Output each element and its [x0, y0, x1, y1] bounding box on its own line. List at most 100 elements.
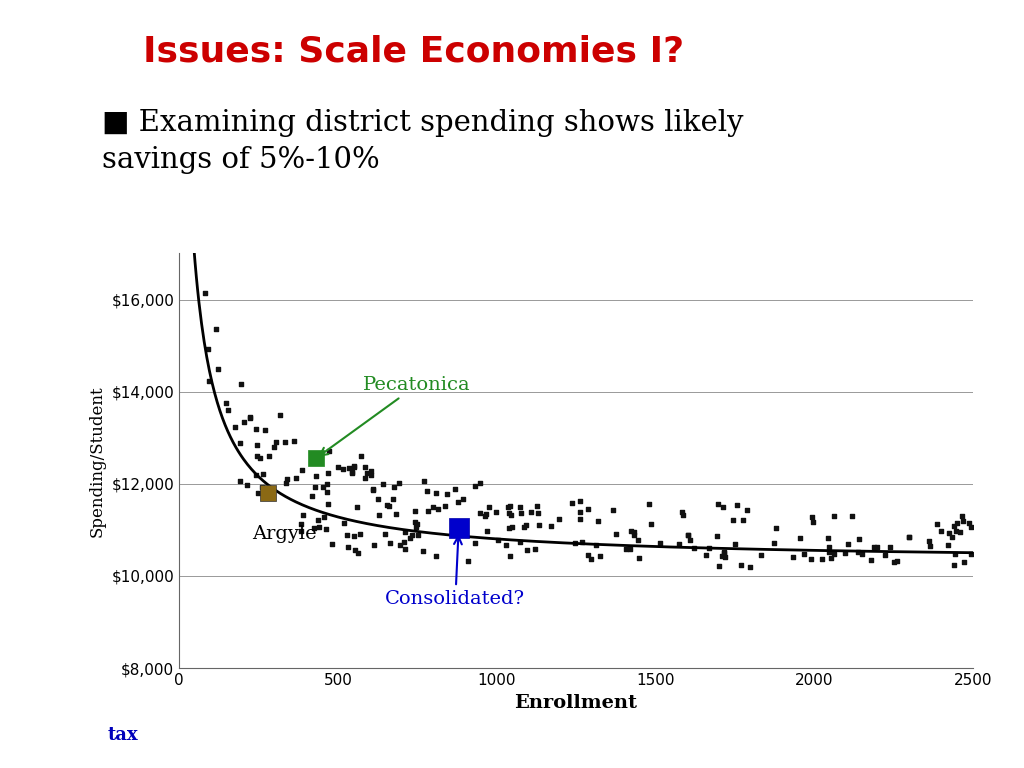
- Point: [738, 504, 755, 516]
- Point: [571, 506, 588, 518]
- Point: [306, 522, 323, 535]
- Point: [518, 544, 535, 556]
- Point: [715, 501, 731, 513]
- Point: [233, 377, 250, 389]
- Point: [820, 531, 837, 544]
- Point: [947, 525, 964, 537]
- Point: [481, 501, 498, 513]
- Point: [503, 509, 519, 521]
- Point: [231, 475, 248, 488]
- Point: [742, 561, 759, 574]
- Point: [502, 550, 518, 562]
- Point: [529, 506, 546, 518]
- Point: [716, 547, 732, 559]
- Point: [754, 548, 770, 561]
- Point: [358, 466, 375, 478]
- Point: [697, 548, 714, 561]
- Point: [854, 548, 870, 560]
- Point: [617, 542, 634, 554]
- Point: [451, 521, 467, 534]
- Point: [472, 506, 488, 518]
- Point: [877, 549, 893, 561]
- Point: [643, 518, 659, 530]
- Point: [310, 521, 327, 533]
- Point: [346, 544, 362, 556]
- Point: [357, 472, 374, 485]
- Point: [933, 525, 949, 537]
- Point: [370, 493, 386, 505]
- Point: [674, 506, 690, 518]
- Point: [714, 550, 730, 562]
- Point: [529, 500, 546, 512]
- Point: [766, 538, 782, 550]
- X-axis label: Enrollment: Enrollment: [514, 694, 638, 712]
- Point: [243, 411, 259, 423]
- Point: [248, 422, 264, 435]
- Point: [428, 488, 444, 500]
- Point: [622, 542, 638, 554]
- Point: [500, 501, 516, 513]
- Point: [479, 525, 496, 537]
- Point: [201, 375, 217, 387]
- Point: [515, 521, 531, 533]
- Point: [946, 520, 963, 532]
- Point: [396, 535, 413, 548]
- Point: [335, 462, 351, 475]
- Point: [675, 508, 691, 521]
- Point: [286, 435, 302, 447]
- Point: [208, 323, 224, 335]
- Point: [805, 516, 821, 528]
- Point: [294, 463, 310, 475]
- Point: [850, 546, 866, 558]
- Point: [631, 551, 647, 564]
- Point: [425, 502, 441, 514]
- Point: [242, 412, 258, 425]
- Point: [183, 224, 200, 237]
- Point: [785, 551, 802, 564]
- Point: [321, 445, 337, 457]
- Point: [293, 525, 309, 537]
- Point: [375, 478, 391, 490]
- Text: Consolidated?: Consolidated?: [385, 536, 525, 607]
- Point: [455, 492, 471, 505]
- Point: [324, 538, 340, 550]
- Point: [825, 510, 842, 522]
- Point: [921, 535, 937, 548]
- Point: [882, 541, 898, 553]
- Point: [889, 555, 905, 568]
- Point: [840, 538, 856, 550]
- Point: [640, 498, 656, 511]
- Point: [955, 556, 972, 568]
- Point: [227, 421, 244, 433]
- Point: [295, 508, 311, 521]
- Point: [344, 465, 360, 478]
- Point: [382, 537, 398, 549]
- Point: [504, 521, 520, 533]
- Point: [410, 529, 426, 541]
- Point: [680, 529, 696, 541]
- Point: [341, 462, 357, 474]
- Point: [439, 488, 456, 501]
- Point: [392, 538, 409, 551]
- Text: Pecatonica: Pecatonica: [319, 376, 471, 455]
- Point: [580, 549, 596, 561]
- Point: [446, 483, 463, 495]
- Point: [793, 531, 809, 544]
- Point: [626, 529, 642, 541]
- Point: [220, 403, 237, 415]
- Point: [522, 505, 539, 518]
- Point: [249, 439, 265, 451]
- Point: [564, 497, 581, 509]
- Point: [487, 506, 504, 518]
- Point: [851, 533, 867, 545]
- Point: [408, 521, 424, 533]
- Point: [590, 515, 606, 528]
- Point: [526, 543, 543, 555]
- Point: [716, 545, 732, 558]
- Point: [419, 485, 435, 497]
- Point: [734, 513, 751, 525]
- Point: [767, 522, 783, 535]
- Point: [396, 526, 413, 538]
- Point: [948, 517, 965, 529]
- Point: [384, 493, 400, 505]
